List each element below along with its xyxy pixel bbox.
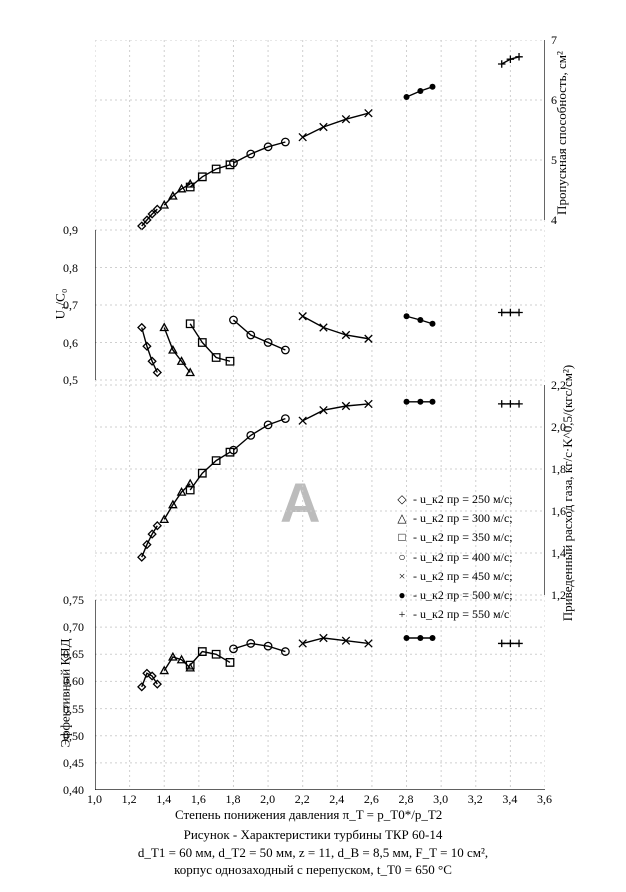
y-tick-label: 0,75 <box>63 593 84 608</box>
legend-item: □ - u_к2 пр = 350 м/с; <box>395 528 513 547</box>
y-axis-label-capacity: Пропускная способность, см² <box>554 51 570 215</box>
legend-marker-icon: ○ <box>395 548 409 567</box>
x-tick-label: 3,2 <box>468 792 483 807</box>
y-tick-label: 0,9 <box>63 223 78 238</box>
legend-item: ● - u_к2 пр = 500 м/с; <box>395 586 513 605</box>
y-tick-label: 2,2 <box>551 378 566 393</box>
legend-item: + - u_к2 пр = 550 м/с <box>395 605 513 624</box>
legend-label: - u_к2 пр = 550 м/с <box>413 605 509 624</box>
y-tick-label: 0,50 <box>63 729 84 744</box>
x-tick-label: 3,6 <box>537 792 552 807</box>
y-tick-label: 7 <box>551 33 557 48</box>
y-tick-label: 0,8 <box>63 261 78 276</box>
x-tick-label: 1,0 <box>87 792 102 807</box>
chart-panels-container <box>95 40 545 790</box>
y-tick-label: 1,6 <box>551 504 566 519</box>
caption-line-2: d_T1 = 60 мм, d_T2 = 50 мм, z = 11, d_B … <box>0 844 626 862</box>
legend-label: - u_к2 пр = 400 м/с; <box>413 548 513 567</box>
y-tick-label: 0,60 <box>63 674 84 689</box>
legend-marker-icon: ◇ <box>395 490 409 509</box>
y-tick-label: 0,6 <box>63 336 78 351</box>
legend-item: ○ - u_к2 пр = 400 м/с; <box>395 548 513 567</box>
x-tick-label: 1,6 <box>191 792 206 807</box>
chart-legend: ◇ - u_к2 пр = 250 м/с;△ - u_к2 пр = 300 … <box>395 490 513 624</box>
x-tick-label: 2,4 <box>329 792 344 807</box>
caption-line-1: Рисунок - Характеристики турбины ТКР 60-… <box>0 826 626 844</box>
figure-caption: Рисунок - Характеристики турбины ТКР 60-… <box>0 826 626 879</box>
x-tick-label: 2,8 <box>399 792 414 807</box>
legend-label: - u_к2 пр = 350 м/с; <box>413 528 513 547</box>
legend-marker-icon: + <box>395 605 409 624</box>
chart-svg <box>95 40 545 790</box>
y-tick-label: 6 <box>551 93 557 108</box>
legend-marker-icon: □ <box>395 528 409 547</box>
x-tick-label: 3,4 <box>502 792 517 807</box>
y-tick-label: 0,5 <box>63 373 78 388</box>
y-tick-label: 0,55 <box>63 702 84 717</box>
x-tick-label: 2,2 <box>295 792 310 807</box>
x-tick-label: 1,2 <box>122 792 137 807</box>
legend-label: - u_к2 пр = 500 м/с; <box>413 586 513 605</box>
legend-label: - u_к2 пр = 450 м/с; <box>413 567 513 586</box>
y-tick-label: 0,45 <box>63 756 84 771</box>
y-tick-label: 1,8 <box>551 462 566 477</box>
y-axis-label-reduced-flow: Приведенный расход газа, кг/с·K^0,5/(кгс… <box>560 365 576 621</box>
x-tick-label: 2,6 <box>364 792 379 807</box>
caption-line-3: корпус однозаходный с перепуском, t_T0 =… <box>0 861 626 879</box>
y-tick-label: 2,0 <box>551 420 566 435</box>
legend-item: △ - u_к2 пр = 300 м/с; <box>395 509 513 528</box>
y-tick-label: 5 <box>551 153 557 168</box>
legend-label: - u_к2 пр = 300 м/с; <box>413 509 513 528</box>
x-tick-label: 1,8 <box>225 792 240 807</box>
y-tick-label: 1,4 <box>551 546 566 561</box>
x-tick-label: 1,4 <box>156 792 171 807</box>
x-axis-label: Степень понижения давления π_T = p_T0*/p… <box>175 807 442 823</box>
y-tick-label: 0,40 <box>63 783 84 798</box>
x-tick-label: 3,0 <box>433 792 448 807</box>
legend-label: - u_к2 пр = 250 м/с; <box>413 490 513 509</box>
y-tick-label: 0,70 <box>63 620 84 635</box>
y-tick-label: 0,7 <box>63 298 78 313</box>
y-tick-label: 1,2 <box>551 588 566 603</box>
legend-marker-icon: ● <box>395 586 409 605</box>
legend-item: ◇ - u_к2 пр = 250 м/с; <box>395 490 513 509</box>
y-tick-label: 4 <box>551 213 557 228</box>
y-tick-label: 0,65 <box>63 647 84 662</box>
legend-marker-icon: △ <box>395 509 409 528</box>
x-tick-label: 2,0 <box>260 792 275 807</box>
legend-marker-icon: × <box>395 567 409 586</box>
legend-item: × - u_к2 пр = 450 м/с; <box>395 567 513 586</box>
